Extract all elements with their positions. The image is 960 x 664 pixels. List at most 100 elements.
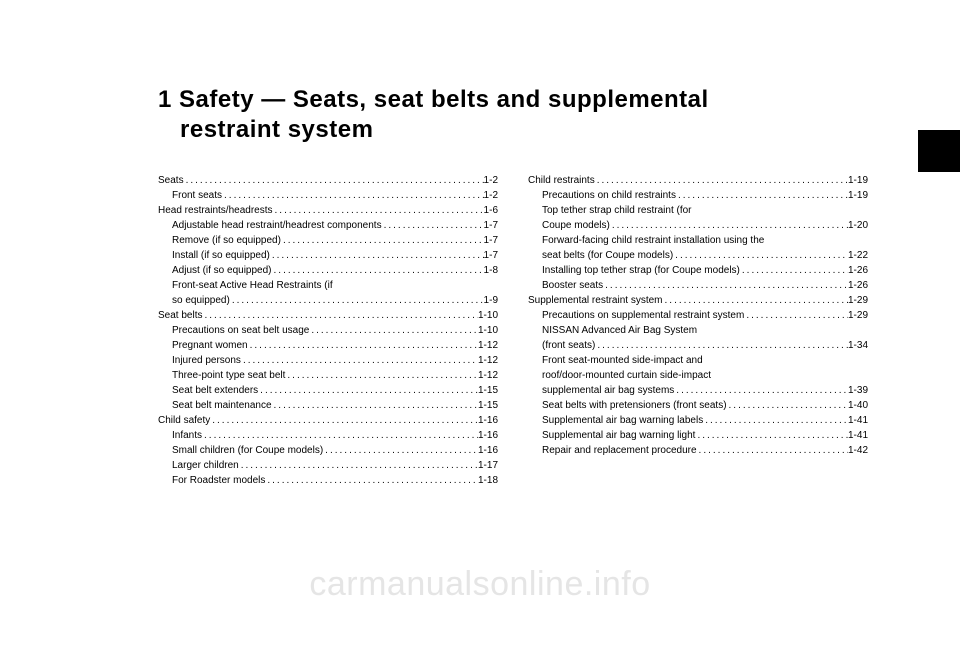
toc-leader-dots <box>703 413 848 428</box>
toc-entry: Repair and replacement procedure1-42 <box>528 443 868 458</box>
toc-entry: supplemental air bag systems 1-39 <box>528 383 868 398</box>
toc-entry-page: 1-40 <box>848 398 868 413</box>
toc-entry: Seat belt extenders1-15 <box>158 383 498 398</box>
toc-entry-label: Supplemental air bag warning labels <box>542 413 703 428</box>
toc-entry: Adjustable head restraint/headrest compo… <box>158 218 498 233</box>
toc-entry-label: Installing top tether strap (for Coupe m… <box>542 263 740 278</box>
toc-entry: Forward-facing child restraint installat… <box>528 233 868 248</box>
toc-entry-page: 1-16 <box>478 428 498 443</box>
toc-entry: Seats 1-2 <box>158 173 498 188</box>
toc-right-column: Child restraints1-19Precautions on child… <box>528 173 868 488</box>
toc-entry-label: Seat belts with pretensioners (front sea… <box>542 398 727 413</box>
toc-columns: Seats 1-2Front seats1-2Head restraints/he… <box>158 173 860 488</box>
toc-entry-page: 1-8 <box>484 263 498 278</box>
toc-entry: Front seat-mounted side-impact and <box>528 353 868 368</box>
toc-entry: Seat belts with pretensioners (front sea… <box>528 398 868 413</box>
toc-leader-dots <box>202 428 478 443</box>
toc-leader-dots <box>272 398 478 413</box>
toc-entry: Larger children 1-17 <box>158 458 498 473</box>
toc-entry-page: 1-41 <box>848 413 868 428</box>
toc-entry-page: 1-18 <box>478 473 498 488</box>
toc-entry-label: Larger children <box>172 458 239 473</box>
toc-entry: Infants1-16 <box>158 428 498 443</box>
toc-entry-page: 1-16 <box>478 443 498 458</box>
toc-entry: Precautions on child restraints1-19 <box>528 188 868 203</box>
toc-entry-page: 1-22 <box>848 248 868 263</box>
toc-entry-page: 1-6 <box>484 203 498 218</box>
toc-entry-label: Top tether strap child restraint (for <box>542 203 692 218</box>
toc-leader-dots <box>281 233 484 248</box>
toc-entry: Front-seat Active Head Restraints (if <box>158 278 498 293</box>
toc-entry-page: 1-16 <box>478 413 498 428</box>
toc-entry: Booster seats1-26 <box>528 278 868 293</box>
toc-entry-page: 1-19 <box>848 188 868 203</box>
toc-leader-dots <box>603 278 848 293</box>
toc-entry: Precautions on seat belt usage 1-10 <box>158 323 498 338</box>
toc-entry: Top tether strap child restraint (for <box>528 203 868 218</box>
toc-entry-page: 1-10 <box>478 323 498 338</box>
toc-entry: Adjust (if so equipped) 1-8 <box>158 263 498 278</box>
toc-entry: Three-point type seat belt1-12 <box>158 368 498 383</box>
toc-entry-page: 1-15 <box>478 383 498 398</box>
toc-entry-label: Supplemental restraint system <box>528 293 663 308</box>
toc-entry-label: Injured persons <box>172 353 241 368</box>
toc-entry: Head restraints/headrests 1-6 <box>158 203 498 218</box>
toc-entry-label: Head restraints/headrests <box>158 203 273 218</box>
toc-entry-page: 1-10 <box>478 308 498 323</box>
toc-leader-dots <box>740 263 848 278</box>
toc-leader-dots <box>258 383 478 398</box>
toc-entry: Seat belts 1-10 <box>158 308 498 323</box>
toc-entry: Pregnant women1-12 <box>158 338 498 353</box>
toc-entry-label: Seat belts <box>158 308 202 323</box>
toc-leader-dots <box>595 173 848 188</box>
toc-entry-page: 1-7 <box>484 218 498 233</box>
toc-entry-label: Repair and replacement procedure <box>542 443 697 458</box>
watermark-text: carmanualsonline.info <box>0 565 960 604</box>
toc-entry-page: 1-12 <box>478 368 498 383</box>
toc-entry: seat belts (for Coupe models)1-22 <box>528 248 868 263</box>
toc-entry: Small children (for Coupe models) 1-16 <box>158 443 498 458</box>
toc-leader-dots <box>676 188 848 203</box>
toc-leader-dots <box>202 308 478 323</box>
toc-leader-dots <box>210 413 478 428</box>
toc-entry-label: Seats <box>158 173 184 188</box>
toc-leader-dots <box>727 398 848 413</box>
toc-entry-label: so equipped) <box>172 293 230 308</box>
toc-entry-page: 1-17 <box>478 458 498 473</box>
toc-entry: Child restraints1-19 <box>528 173 868 188</box>
toc-entry-label: Front-seat Active Head Restraints (if <box>172 278 333 293</box>
chapter-title-line1: 1 Safety — Seats, seat belts and supplem… <box>158 86 709 113</box>
toc-entry-label: Supplemental air bag warning light <box>542 428 695 443</box>
toc-entry-page: 1-2 <box>484 173 498 188</box>
toc-entry-page: 1-39 <box>848 383 868 398</box>
toc-leader-dots <box>697 443 848 458</box>
toc-entry-label: Child restraints <box>528 173 595 188</box>
toc-leader-dots <box>595 338 848 353</box>
toc-entry-label: Coupe models) <box>542 218 610 233</box>
toc-leader-dots <box>674 383 848 398</box>
toc-entry-label: Booster seats <box>542 278 603 293</box>
toc-entry-page: 1-7 <box>484 233 498 248</box>
toc-leader-dots <box>744 308 848 323</box>
toc-leader-dots <box>382 218 484 233</box>
toc-entry-page: 1-41 <box>848 428 868 443</box>
toc-entry-label: For Roadster models <box>172 473 265 488</box>
toc-entry-label: Remove (if so equipped) <box>172 233 281 248</box>
toc-entry-label: Adjust (if so equipped) <box>172 263 272 278</box>
toc-leader-dots <box>248 338 478 353</box>
chapter-title: 1 Safety — Seats, seat belts and supplem… <box>158 85 860 145</box>
toc-entry: Front seats1-2 <box>158 188 498 203</box>
toc-entry-label: Small children (for Coupe models) <box>172 443 323 458</box>
toc-entry-page: 1-15 <box>478 398 498 413</box>
toc-entry-label: Front seat-mounted side-impact and <box>542 353 703 368</box>
toc-entry-page: 1-9 <box>484 293 498 308</box>
toc-entry-label: supplemental air bag systems <box>542 383 674 398</box>
toc-leader-dots <box>230 293 484 308</box>
toc-leader-dots <box>241 353 478 368</box>
toc-entry-label: NISSAN Advanced Air Bag System <box>542 323 697 338</box>
toc-entry-label: Front seats <box>172 188 222 203</box>
toc-entry-page: 1-29 <box>848 308 868 323</box>
toc-entry-label: Precautions on seat belt usage <box>172 323 309 338</box>
toc-entry-page: 1-7 <box>484 248 498 263</box>
toc-entry-page: 1-34 <box>848 338 868 353</box>
